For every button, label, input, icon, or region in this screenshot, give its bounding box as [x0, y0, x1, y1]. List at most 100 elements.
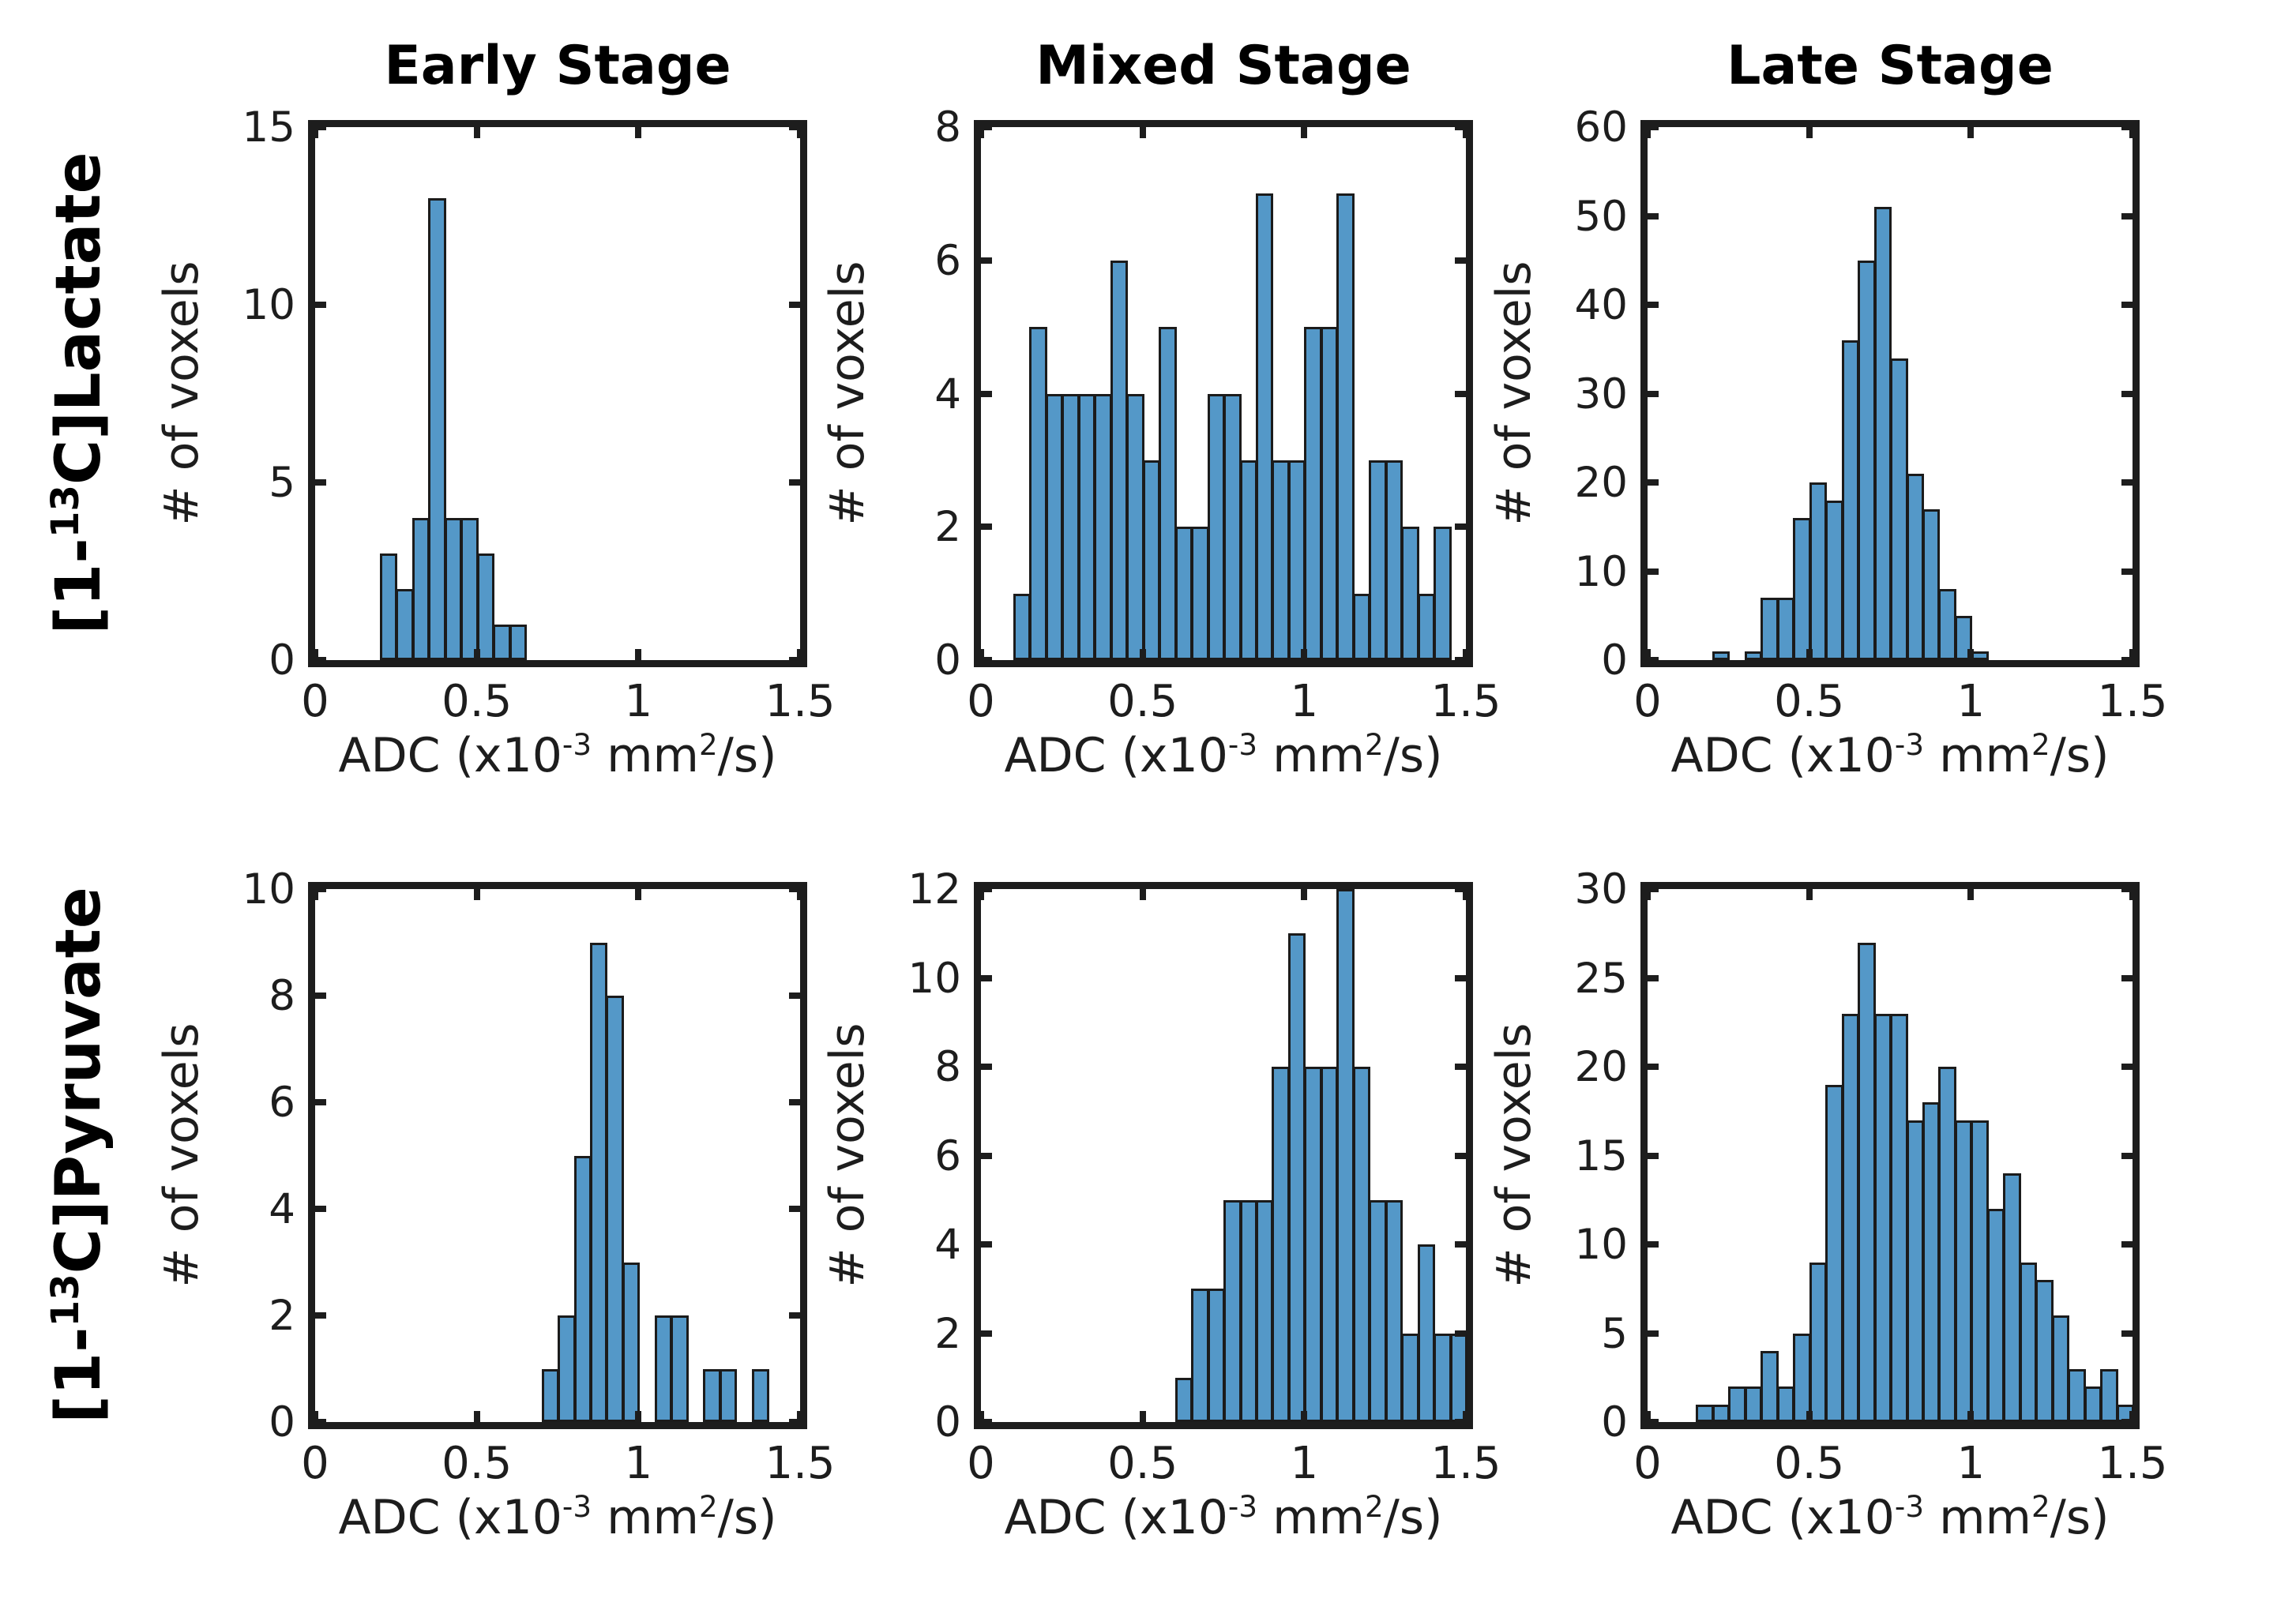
- x-tick-label: 1.5: [2097, 676, 2168, 727]
- y-tick-mark: [1455, 1330, 1466, 1337]
- y-tick-mark: [315, 1099, 326, 1105]
- x-tick-mark: [1463, 127, 1469, 138]
- x-tick-mark: [635, 1411, 642, 1422]
- y-axis-label: # of voxels: [820, 261, 875, 526]
- histogram-bar: [1776, 1386, 1795, 1422]
- histogram-bar: [1971, 1120, 1989, 1422]
- y-tick-mark: [789, 302, 800, 308]
- histogram-bar: [1159, 327, 1177, 660]
- y-tick-mark: [981, 886, 992, 892]
- x-tick-mark: [1139, 127, 1146, 138]
- row-label-lactate-pre: [1-: [43, 538, 115, 635]
- x-tick-label: 0: [1633, 676, 1662, 727]
- histogram-bar: [1761, 598, 1779, 660]
- y-tick-mark: [1648, 974, 1659, 981]
- x-axis-label-superscript: -3: [1227, 1489, 1258, 1524]
- y-tick-mark: [1455, 124, 1466, 130]
- x-tick-label: 0.5: [1774, 1438, 1845, 1489]
- x-axis-label: ADC (x10-3 mm2/s): [261, 730, 855, 779]
- x-tick-mark: [1644, 649, 1651, 660]
- histogram-bar: [1369, 1199, 1387, 1422]
- y-tick-label: 6: [269, 1079, 295, 1127]
- y-tick-mark: [1648, 1152, 1659, 1159]
- histogram-bar: [1255, 1199, 1274, 1422]
- y-tick-mark: [1648, 1241, 1659, 1248]
- histogram-bar: [1922, 508, 1941, 660]
- histogram-bar: [1728, 1386, 1746, 1422]
- y-axis-label: # of voxels: [820, 1023, 875, 1288]
- x-axis-label-segment: mm: [592, 728, 699, 783]
- y-tick-mark: [981, 1064, 992, 1070]
- histogram-bar: [1304, 327, 1322, 660]
- y-tick-mark: [1648, 124, 1659, 130]
- y-tick-label: 40: [1574, 281, 1628, 329]
- histogram-bar: [1045, 393, 1064, 660]
- subplot-pyruvate-late-stage: # of voxels ADC (x10-3 mm2/s) 0 0.5 1 1.5 0 5…: [1486, 869, 2168, 1541]
- y-axis-label: # of voxels: [1486, 261, 1542, 526]
- x-tick-mark: [1301, 649, 1308, 660]
- x-tick-mark: [312, 649, 318, 660]
- x-axis-label-segment: /s): [717, 728, 777, 783]
- x-tick-mark: [978, 649, 984, 660]
- x-tick-label: 0: [967, 1438, 995, 1489]
- y-tick-mark: [789, 886, 800, 892]
- x-axis-label: ADC (x10-3 mm2/s): [926, 730, 1520, 779]
- histogram-bar: [1272, 1067, 1290, 1422]
- x-tick-mark: [1967, 127, 1975, 138]
- x-axis-label-segment: mm: [592, 1490, 699, 1545]
- x-tick-label: 0: [1633, 1438, 1662, 1489]
- x-axis-label-segment: ADC (x10: [1004, 1490, 1228, 1545]
- x-tick-mark: [1806, 649, 1813, 660]
- y-tick-mark: [1648, 568, 1659, 575]
- histogram-bar: [1174, 527, 1193, 660]
- y-tick-label: 0: [269, 1398, 295, 1447]
- x-tick-mark: [1139, 1411, 1146, 1422]
- histogram-bar: [2019, 1262, 2038, 1422]
- x-tick-mark: [2129, 1411, 2136, 1422]
- y-tick-mark: [1648, 1064, 1659, 1070]
- y-tick-label: 6: [934, 1131, 961, 1180]
- x-tick-mark: [1967, 889, 1975, 900]
- x-tick-mark: [1806, 127, 1813, 138]
- y-tick-label: 4: [934, 370, 961, 418]
- x-axis-label-superscript: 2: [2031, 727, 2050, 762]
- x-tick-mark: [978, 1411, 984, 1422]
- plot-title: Late Stage: [1727, 35, 2054, 97]
- y-tick-mark: [2121, 1419, 2133, 1425]
- x-axis-label-superscript: -3: [1227, 727, 1258, 762]
- y-tick-label: 50: [1574, 192, 1628, 241]
- y-tick-label: 0: [1601, 1398, 1628, 1447]
- x-tick-mark: [473, 127, 480, 138]
- y-tick-label: 8: [934, 1043, 961, 1091]
- row-label-pyruvate-pre: [1-: [43, 1326, 115, 1424]
- y-tick-label: 12: [908, 865, 961, 914]
- x-tick-mark: [978, 889, 984, 900]
- y-tick-mark: [1455, 390, 1466, 397]
- histogram-bar: [1809, 482, 1828, 660]
- x-axis-label-superscript: 2: [698, 727, 718, 762]
- y-tick-label: 8: [269, 972, 295, 1020]
- y-tick-mark: [1648, 886, 1659, 892]
- y-tick-mark: [981, 1419, 992, 1425]
- histogram-bar: [671, 1315, 689, 1422]
- histogram-bar: [1304, 1067, 1322, 1422]
- x-tick-label: 1.5: [1430, 676, 1501, 727]
- row-label-lactate-post: C]Lactate: [43, 152, 115, 485]
- x-axis-label-segment: ADC (x10: [1004, 728, 1228, 783]
- x-tick-mark: [1806, 1411, 1813, 1422]
- x-tick-label: 1.5: [1430, 1438, 1501, 1489]
- y-tick-mark: [981, 124, 992, 130]
- y-tick-mark: [1648, 657, 1659, 663]
- x-tick-mark: [978, 127, 984, 138]
- histogram-bar: [1336, 889, 1355, 1422]
- x-axis-label-segment: mm: [1924, 728, 2031, 783]
- y-tick-mark: [315, 1312, 326, 1319]
- y-tick-label: 30: [1574, 370, 1628, 418]
- histogram-bar: [1873, 207, 1892, 660]
- histogram-bar: [589, 942, 608, 1422]
- x-tick-mark: [2129, 889, 2136, 900]
- histogram-bar: [1174, 1377, 1193, 1422]
- histogram-bar: [1986, 1209, 2005, 1422]
- histogram-bar: [460, 518, 479, 660]
- x-axis-label-superscript: -3: [1894, 727, 1925, 762]
